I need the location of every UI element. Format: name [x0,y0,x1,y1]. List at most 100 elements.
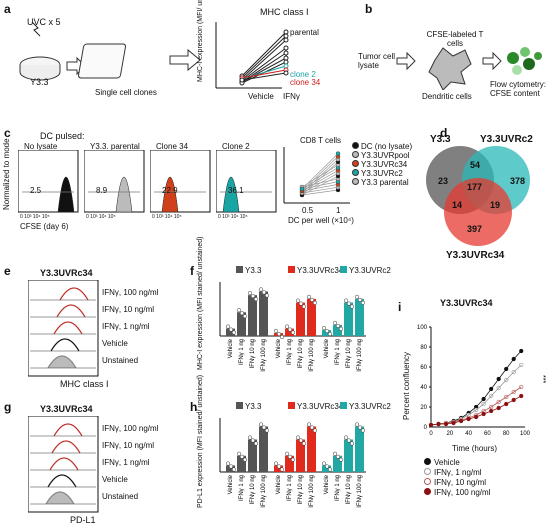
bar-point [312,300,318,305]
i-xtick: 40 [465,431,472,437]
stack-histo-peak [53,423,83,437]
stack-row-label: IFNγ, 1 ng/ml [102,322,150,331]
bar-point [239,454,245,459]
a-point [283,59,289,65]
legend-dot [352,160,359,167]
bar [248,439,257,472]
bar-xtick: Vehicle [276,338,282,358]
bar-point [357,425,363,430]
bar-point [332,451,338,456]
i-series-line [430,395,522,426]
venn-diagram [426,146,530,246]
bar-point [321,326,327,331]
bar-xtick: Vehicle [228,338,234,358]
bar-xtick: IFNγ 100 ng [309,339,315,372]
bar-point [338,326,344,331]
bar-point [301,441,307,446]
g-xlabel: PD-L1 [70,515,96,525]
legend-label: Y3.3 [245,402,262,411]
i-xtick: 100 [520,431,531,437]
c-histo-peak [161,176,179,213]
i-xlabel: Time (hours) [452,444,498,453]
stack-histo-peak [56,304,86,318]
legend-item: Y3.3UVRc2 [340,402,391,411]
stack-row-label: Vehicle [102,475,128,484]
cellline-label: Y3.3 [30,77,49,87]
legend-item: Y3.3UVRc34 [288,266,343,275]
venn-only-b: 378 [510,176,526,186]
xcat-ifng: IFNγ [283,92,300,101]
a-series-line [241,47,287,82]
bar-point [301,304,307,309]
bar-point [250,438,256,443]
c-histogram [150,150,211,213]
bar-point [324,329,330,334]
clones-label: Single cell clones [95,88,157,97]
bar-point [276,331,282,337]
i-ytick: 80 [420,345,427,351]
legend-label: Y3.3UVRc2 [349,402,391,411]
bar-xtick: IFNγ 10 ng [250,339,256,368]
c-plot [283,147,350,204]
bar-point [324,464,330,469]
c-plot-line [301,175,339,196]
stack-row-label: IFNγ, 10 ng/ml [102,305,155,314]
arrow-icon [169,48,201,72]
bar-point [349,441,355,446]
bar-xtick: Vehicle [228,474,234,494]
i-significance: *** [539,375,546,383]
stack-histo-peak [49,457,79,471]
bar [226,465,235,472]
venn-ac: 14 [452,200,463,210]
i-xtick: 20 [446,431,453,437]
legend-swatch [236,266,243,273]
legend-swatch [340,266,347,273]
bar-point [284,324,290,329]
bar [307,426,316,472]
bar-point [354,422,360,427]
i-xtick: 0 [429,431,433,437]
c-histo-title: No lysate [24,142,58,151]
bar-point [309,425,315,430]
a-point [283,33,289,39]
a-point [239,77,245,83]
bar-point [346,301,352,306]
c-histogram [18,150,79,213]
i-ytick: 40 [420,385,427,391]
arrow-icon [396,51,416,71]
bar-point [279,334,285,340]
i-legend-item: IFNγ, 100 ng/ml [424,488,490,497]
c-legend-item: DC (no lysate) [352,142,412,151]
venn-only-c: 397 [467,224,483,234]
legend-dot [352,169,359,176]
panel-label-e: e [4,264,11,278]
bar-xtick: IFNγ 1 ng [287,339,293,365]
legend-label: Y3.3UVRc2 [349,266,391,275]
bar-point [264,293,270,298]
panel-label-g: g [4,400,12,414]
a-series-line [241,39,287,81]
bar-point [250,294,256,299]
plate-icon [77,43,127,79]
bar-point [242,314,248,319]
legend-marker [424,458,431,465]
a-series-line [241,72,287,81]
a-series-line [241,57,287,83]
bar [259,426,268,472]
venn-label-y33: Y3.3 [430,134,451,145]
c-legend-item: Y3.3UVRpool [352,151,409,160]
bar-point [236,451,242,456]
bar-point [290,457,296,462]
panel-label-h: h [190,400,198,414]
c-histo-value: 8.9 [96,186,108,195]
a-point [283,45,289,51]
bar-point [253,441,259,446]
legend-swatch [288,402,295,409]
bar-xtick: IFNγ 10 ng [298,475,304,504]
panel-a-plot [215,22,289,89]
bar [296,439,305,472]
c-plot-xlabel: DC per well (×10⁴) [288,216,354,225]
bar-point [312,428,318,433]
i-legend-item: Vehicle [424,458,460,467]
c-histo-ticks: 0 10³ 10⁴ 10⁵ [218,214,248,220]
